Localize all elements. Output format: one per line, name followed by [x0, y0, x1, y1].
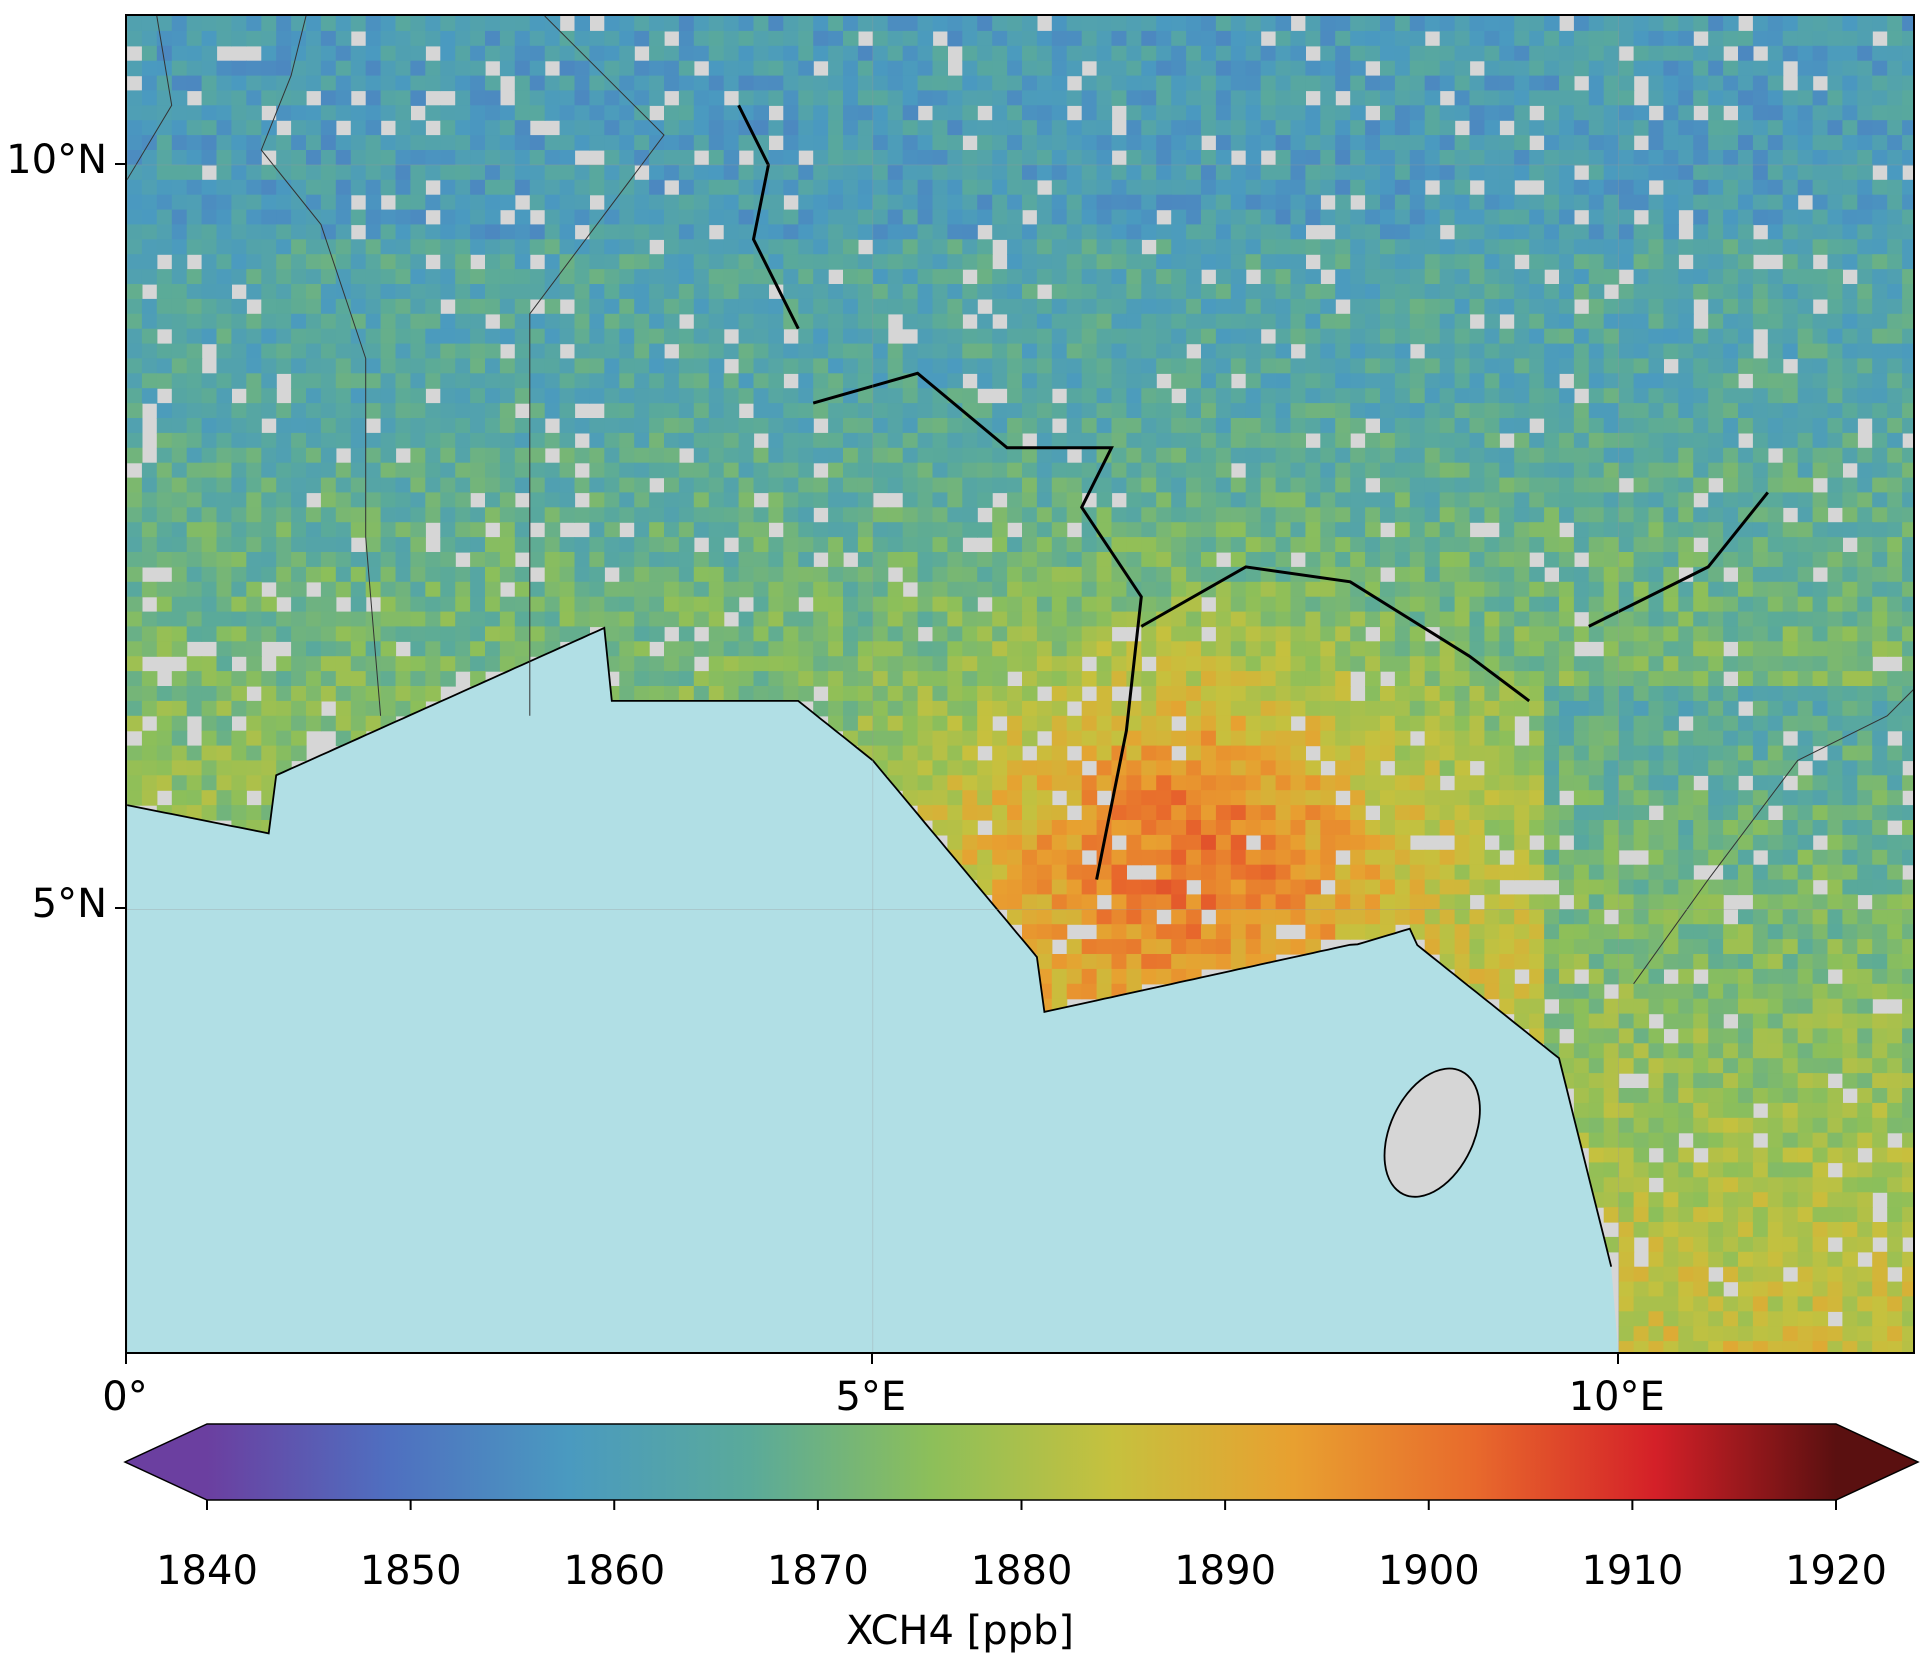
colorbar-tick-label: 1850	[359, 1548, 462, 1594]
lon-tick-mark	[1616, 1354, 1619, 1364]
country-border-3	[1633, 689, 1913, 985]
bioko-island	[1383, 1067, 1481, 1198]
river-2	[1588, 491, 1769, 628]
country-border-1	[529, 16, 665, 716]
coastline	[127, 626, 1613, 1267]
colorbar-extend-max	[1836, 1424, 1918, 1500]
lat-tick-mark	[115, 907, 125, 910]
colorbar-tick-label: 1910	[1581, 1548, 1684, 1594]
colorbar-tick-label: 1880	[970, 1548, 1073, 1594]
lon-tick-mark	[870, 1354, 873, 1364]
colorbar-gradient	[123, 1423, 1920, 1510]
colorbar-tick-label: 1870	[766, 1548, 869, 1594]
colorbar-tick-label: 1900	[1377, 1548, 1480, 1594]
river-1	[1140, 565, 1531, 703]
country-border-2	[127, 16, 173, 181]
xch4-map	[127, 16, 1913, 1352]
river-0	[812, 371, 1143, 880]
lon-tick-label: 0°	[102, 1374, 148, 1420]
colorbar-tick-label: 1920	[1785, 1548, 1887, 1594]
colorbar-title: XCH4 [ppb]	[845, 1608, 1075, 1654]
lat-tick-mark	[115, 162, 125, 165]
lat-tick-label: 10°N	[6, 136, 107, 183]
country-border-0	[260, 16, 382, 716]
colorbar: 1840 1850 1860 1870 1880 1890 1900 1910 1920 XCH…	[0, 1400, 1920, 1660]
colorbar-tick-label: 1840	[156, 1548, 258, 1594]
lon-tick-mark	[125, 1354, 127, 1364]
map-plot-area	[125, 14, 1915, 1354]
lat-tick-label: 5°N	[31, 881, 107, 928]
colorbar-tick-label: 1860	[563, 1548, 666, 1594]
river-3	[737, 104, 800, 330]
colorbar-tick-label: 1890	[1174, 1548, 1277, 1594]
colorbar-extend-min	[125, 1424, 207, 1500]
lon-tick-label: 10°E	[1568, 1374, 1665, 1420]
lon-tick-label: 5°E	[835, 1374, 907, 1420]
xch4-pixels	[127, 16, 1913, 1352]
colorbar-bar	[207, 1424, 1836, 1500]
